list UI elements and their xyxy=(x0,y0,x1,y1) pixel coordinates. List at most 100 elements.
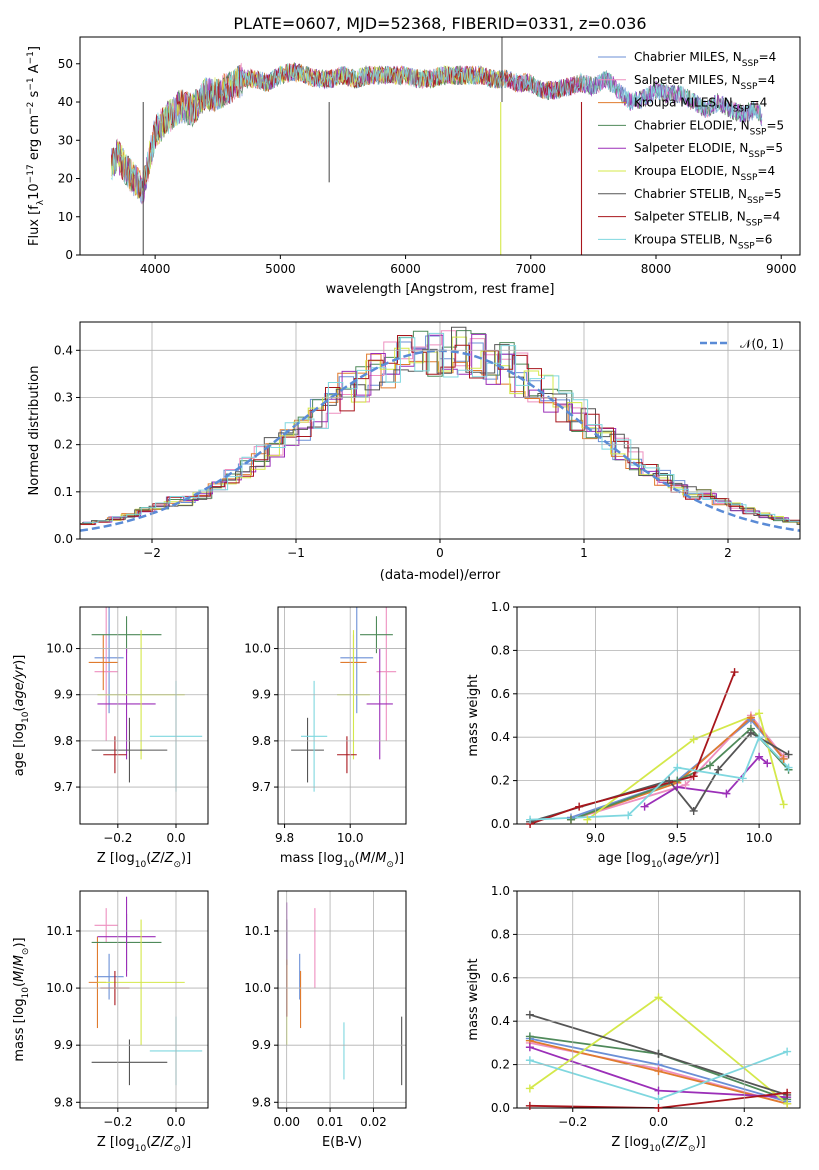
weight-marker xyxy=(575,802,584,811)
x-tick-label: 4000 xyxy=(140,262,171,276)
weight-marker xyxy=(566,815,575,824)
weight-marker xyxy=(783,1047,792,1056)
y-tick-label: 0.6 xyxy=(491,687,510,701)
y-axis-label: mass weight xyxy=(466,674,481,756)
weight-marker xyxy=(783,1088,792,1097)
x-tick-label: 0 xyxy=(436,546,444,560)
y-tick-label: 9.8 xyxy=(54,734,73,748)
spectrum-line-kroupa-stelib xyxy=(111,63,763,201)
axes-frame xyxy=(277,606,407,825)
weight-vs-age-axes: 9.0 9.5 10.0 0.0 0.2 0.4 0.6 0.8 1.0 age [log10(a… xyxy=(466,600,801,870)
x-tick-label: 8000 xyxy=(641,262,672,276)
weight-marker xyxy=(784,763,793,772)
y-tick-label: 0.0 xyxy=(491,1101,510,1115)
y-tick-label: 10.0 xyxy=(46,981,73,995)
weight-marker xyxy=(640,802,649,811)
y-tick-label: 0.4 xyxy=(491,1014,510,1028)
weight-marker xyxy=(654,1086,663,1095)
histogram-kroupa-stelib xyxy=(83,332,800,523)
weight-marker xyxy=(730,668,739,677)
x-tick-label: −0.2 xyxy=(558,1115,587,1129)
x-tick-label: 9.0 xyxy=(586,831,605,845)
weight-vs-age-plot-area xyxy=(529,671,790,824)
weight-marker xyxy=(525,1056,534,1065)
residuals-axes: −2 −1 0 1 2 0.0 0.1 0.2 0.3 0.4 (data-model)/error… xyxy=(27,321,801,583)
weight-marker xyxy=(784,750,793,759)
weight-line-kroupa-miles xyxy=(570,716,785,821)
legend-label: Chabrier MILES, NSSP=4 xyxy=(634,50,776,69)
weight-line-salpeter-miles xyxy=(570,714,785,821)
y-axis-label: age [log10(age/yr)] xyxy=(12,655,31,777)
x-tick-label: 0.02 xyxy=(360,1115,387,1129)
x-tick-label: 2 xyxy=(724,546,732,560)
weight-marker xyxy=(525,1084,534,1093)
weight-marker xyxy=(525,1101,534,1110)
mass-vs-Z-plot-area xyxy=(88,896,203,1086)
x-tick-label: 0.2 xyxy=(735,1115,754,1129)
weight-marker xyxy=(714,765,723,774)
axes-frame xyxy=(516,606,801,825)
weight-marker xyxy=(654,993,663,1002)
spectrum-line-salpeter-elodie xyxy=(110,62,763,203)
x-tick-label: 0.0 xyxy=(166,831,185,845)
x-tick-label: 10.0 xyxy=(337,831,364,845)
mass-vs-Z-axes: −0.2 0.0 9.8 9.9 10.0 10.1 Z [log10(Z/Z⊙)] mass… xyxy=(12,890,209,1154)
x-tick-label: −2 xyxy=(143,546,161,560)
y-tick-label: 10.0 xyxy=(46,642,73,656)
y-tick-label: 1.0 xyxy=(491,600,510,614)
legend-label: Kroupa STELIB, NSSP=6 xyxy=(634,232,772,251)
legend-label: Chabrier ELODIE, NSSP=5 xyxy=(634,118,784,137)
legend-label: Salpeter STELIB, NSSP=4 xyxy=(634,210,780,229)
y-tick-label: 9.9 xyxy=(54,688,73,702)
residuals-plot-area xyxy=(80,326,800,532)
x-axis-label: Z [log10(Z/Z⊙)] xyxy=(611,1135,705,1154)
x-axis-label: Z [log10(Z/Z⊙)] xyxy=(97,851,191,870)
y-tick-label: 0 xyxy=(65,248,73,262)
x-axis-label: mass [log10(M/M⊙)] xyxy=(280,851,404,870)
y-tick-label: 10.1 xyxy=(46,924,73,938)
weight-marker xyxy=(746,728,755,737)
weight-marker xyxy=(654,1095,663,1104)
age-vs-Z-axes: −0.2 0.0 9.7 9.8 9.9 10.0 Z [log10(Z/Z⊙)] age [… xyxy=(12,606,209,870)
x-tick-label: 1 xyxy=(580,546,588,560)
legend-label: Salpeter ELODIE, NSSP=5 xyxy=(634,141,783,160)
y-tick-label: 50 xyxy=(58,57,73,71)
axes-frame xyxy=(277,890,407,1109)
weight-marker xyxy=(665,776,674,785)
x-tick-label: 9.5 xyxy=(668,831,687,845)
weight-line-salpeter-stelib xyxy=(529,671,736,824)
x-tick-label: 10.0 xyxy=(746,831,773,845)
weight-marker xyxy=(525,1043,534,1052)
weight-marker xyxy=(673,763,682,772)
x-tick-label: 5000 xyxy=(265,262,296,276)
mass-vs-EBV-axes: 0.00 0.01 0.02 9.8 9.9 10.0 10.1 E(B-V) xyxy=(244,890,407,1150)
y-tick-label: 10.0 xyxy=(244,642,271,656)
x-tick-label: −0.2 xyxy=(103,831,132,845)
weight-marker xyxy=(526,815,535,824)
y-tick-label: 0.8 xyxy=(491,927,510,941)
weight-marker xyxy=(525,1010,534,1019)
weight-marker xyxy=(722,789,731,798)
y-tick-label: 9.9 xyxy=(252,1038,271,1052)
x-tick-label: 6000 xyxy=(390,262,421,276)
y-axis-label: mass weight xyxy=(466,958,481,1040)
axes-frame xyxy=(79,36,801,256)
age-vs-Z-plot-area xyxy=(88,607,203,792)
y-axis-label: Normed distribution xyxy=(27,366,42,496)
y-tick-label: 0.6 xyxy=(491,971,510,985)
y-tick-label: 10.1 xyxy=(244,924,271,938)
x-tick-label: 7000 xyxy=(516,262,547,276)
spectrum-axes: 4000 5000 6000 7000 8000 9000 0 10 20 30 40 50 wavel… xyxy=(26,36,801,297)
y-tick-label: 0.4 xyxy=(491,730,510,744)
y-tick-label: 0.0 xyxy=(491,817,510,831)
x-axis-label: E(B-V) xyxy=(322,1135,362,1150)
legend-label: Kroupa ELODIE, NSSP=4 xyxy=(634,164,775,183)
y-tick-label: 9.7 xyxy=(54,780,73,794)
weight-vs-Z-axes: −0.2 0.0 0.2 0.0 0.2 0.4 0.6 0.8 1.0 Z [log10(Z/Z… xyxy=(466,884,801,1154)
y-tick-label: 0.2 xyxy=(54,438,73,452)
y-tick-label: 10.0 xyxy=(244,981,271,995)
weight-marker xyxy=(779,800,788,809)
spectrum-plot-area xyxy=(110,37,763,255)
weight-marker xyxy=(689,806,698,815)
